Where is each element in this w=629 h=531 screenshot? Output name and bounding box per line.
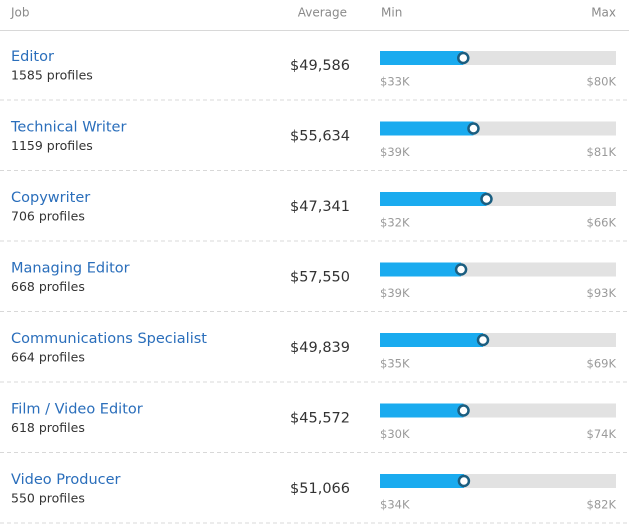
job-title[interactable]: Editor — [11, 49, 54, 65]
max-label: $66K — [587, 216, 617, 230]
min-label: $32K — [380, 216, 410, 230]
average-salary: $57,550 — [290, 270, 350, 286]
profile-count: 550 profiles — [11, 491, 85, 506]
job-title[interactable]: Film / Video Editor — [11, 402, 143, 418]
average-salary: $49,586 — [290, 58, 350, 74]
range-fill — [380, 403, 464, 418]
job-title[interactable]: Managing Editor — [11, 261, 130, 277]
header-max: Max — [591, 6, 616, 20]
max-label: $81K — [587, 145, 617, 159]
range-fill — [380, 474, 464, 488]
header-average: Average — [298, 6, 347, 20]
average-marker — [457, 474, 471, 488]
max-label: $93K — [587, 286, 617, 300]
profile-count: 1585 profiles — [11, 68, 93, 83]
job-title[interactable]: Communications Specialist — [11, 331, 207, 347]
header-job: Job — [10, 6, 30, 20]
range-fill — [380, 192, 487, 206]
max-label: $69K — [587, 357, 617, 371]
range-fill — [380, 51, 464, 65]
average-salary: $49,839 — [290, 340, 350, 356]
range-fill — [380, 333, 484, 347]
min-label: $30K — [380, 427, 410, 441]
range-fill — [380, 121, 474, 136]
max-label: $80K — [587, 75, 617, 89]
max-label: $74K — [587, 427, 617, 441]
average-marker — [480, 192, 493, 206]
min-label: $39K — [380, 145, 410, 159]
average-salary: $47,341 — [290, 199, 350, 215]
max-label: $82K — [587, 498, 617, 512]
average-salary: $45,572 — [290, 411, 350, 427]
job-title[interactable]: Technical Writer — [10, 120, 126, 136]
profile-count: 706 profiles — [11, 209, 85, 224]
profile-count: 1159 profiles — [11, 138, 93, 153]
profile-count: 618 profiles — [11, 420, 85, 435]
job-title[interactable]: Video Producer — [11, 472, 121, 488]
average-marker — [457, 404, 470, 417]
job-title[interactable]: Copywriter — [11, 190, 90, 206]
min-label: $34K — [380, 498, 410, 512]
min-label: $33K — [380, 75, 410, 89]
header-min: Min — [381, 6, 402, 20]
average-salary: $55,634 — [290, 129, 350, 145]
average-marker — [467, 122, 480, 135]
min-label: $39K — [380, 286, 410, 300]
min-label: $35K — [380, 357, 410, 371]
average-marker — [476, 333, 490, 347]
profile-count: 664 profiles — [11, 350, 85, 365]
profile-count: 668 profiles — [11, 279, 85, 294]
average-marker — [454, 263, 468, 276]
range-fill — [380, 262, 462, 277]
average-salary: $51,066 — [290, 481, 350, 497]
average-marker — [457, 51, 470, 65]
